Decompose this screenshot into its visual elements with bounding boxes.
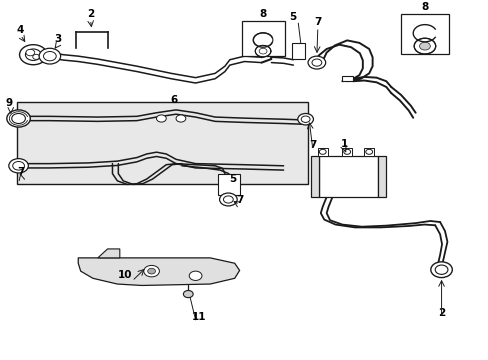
Circle shape (419, 42, 429, 50)
Text: 10: 10 (117, 270, 132, 280)
Circle shape (189, 271, 202, 280)
Circle shape (413, 38, 435, 54)
Circle shape (43, 51, 56, 61)
Text: 7: 7 (235, 195, 243, 205)
Circle shape (223, 196, 233, 203)
Text: 9: 9 (5, 99, 12, 108)
Text: 7: 7 (313, 17, 321, 27)
Text: 2: 2 (437, 309, 444, 319)
Circle shape (33, 54, 40, 59)
Circle shape (412, 24, 436, 42)
Circle shape (26, 49, 35, 56)
Circle shape (434, 265, 447, 274)
Circle shape (307, 56, 325, 69)
Bar (342, 76, 352, 81)
Text: 2: 2 (87, 9, 94, 18)
Circle shape (343, 149, 350, 154)
Text: 3: 3 (54, 34, 61, 44)
FancyBboxPatch shape (400, 14, 448, 54)
Text: 8: 8 (259, 9, 266, 19)
Circle shape (156, 115, 166, 122)
Circle shape (176, 115, 185, 122)
Circle shape (25, 49, 41, 60)
Circle shape (39, 48, 61, 64)
Circle shape (13, 162, 24, 170)
Text: 6: 6 (170, 95, 177, 105)
Text: 1: 1 (341, 139, 347, 149)
Circle shape (311, 59, 321, 66)
Bar (292, 43, 304, 59)
Bar (310, 156, 319, 197)
Circle shape (143, 265, 159, 277)
Bar (377, 156, 386, 197)
Bar (317, 148, 327, 156)
FancyBboxPatch shape (241, 21, 284, 56)
Circle shape (259, 48, 266, 54)
Text: 5: 5 (288, 13, 295, 22)
Text: 11: 11 (192, 312, 206, 322)
Polygon shape (17, 102, 307, 184)
Circle shape (319, 149, 325, 154)
Circle shape (147, 268, 155, 274)
Circle shape (9, 159, 28, 173)
Polygon shape (98, 249, 120, 258)
Bar (342, 148, 351, 156)
Polygon shape (78, 258, 239, 285)
Circle shape (7, 110, 30, 127)
Circle shape (20, 45, 47, 65)
Circle shape (219, 193, 237, 206)
Circle shape (301, 116, 309, 122)
Text: 7: 7 (308, 140, 316, 150)
Circle shape (253, 33, 272, 47)
Circle shape (255, 45, 270, 57)
Bar (217, 174, 239, 195)
Bar (364, 148, 373, 156)
Text: 5: 5 (229, 175, 236, 184)
Text: 4: 4 (17, 24, 24, 35)
Circle shape (12, 113, 25, 123)
Circle shape (430, 262, 451, 278)
Circle shape (297, 113, 313, 125)
Circle shape (365, 149, 372, 154)
Circle shape (183, 291, 193, 298)
Text: 8: 8 (421, 3, 427, 13)
Bar (319, 156, 377, 197)
Text: 7: 7 (17, 167, 25, 177)
